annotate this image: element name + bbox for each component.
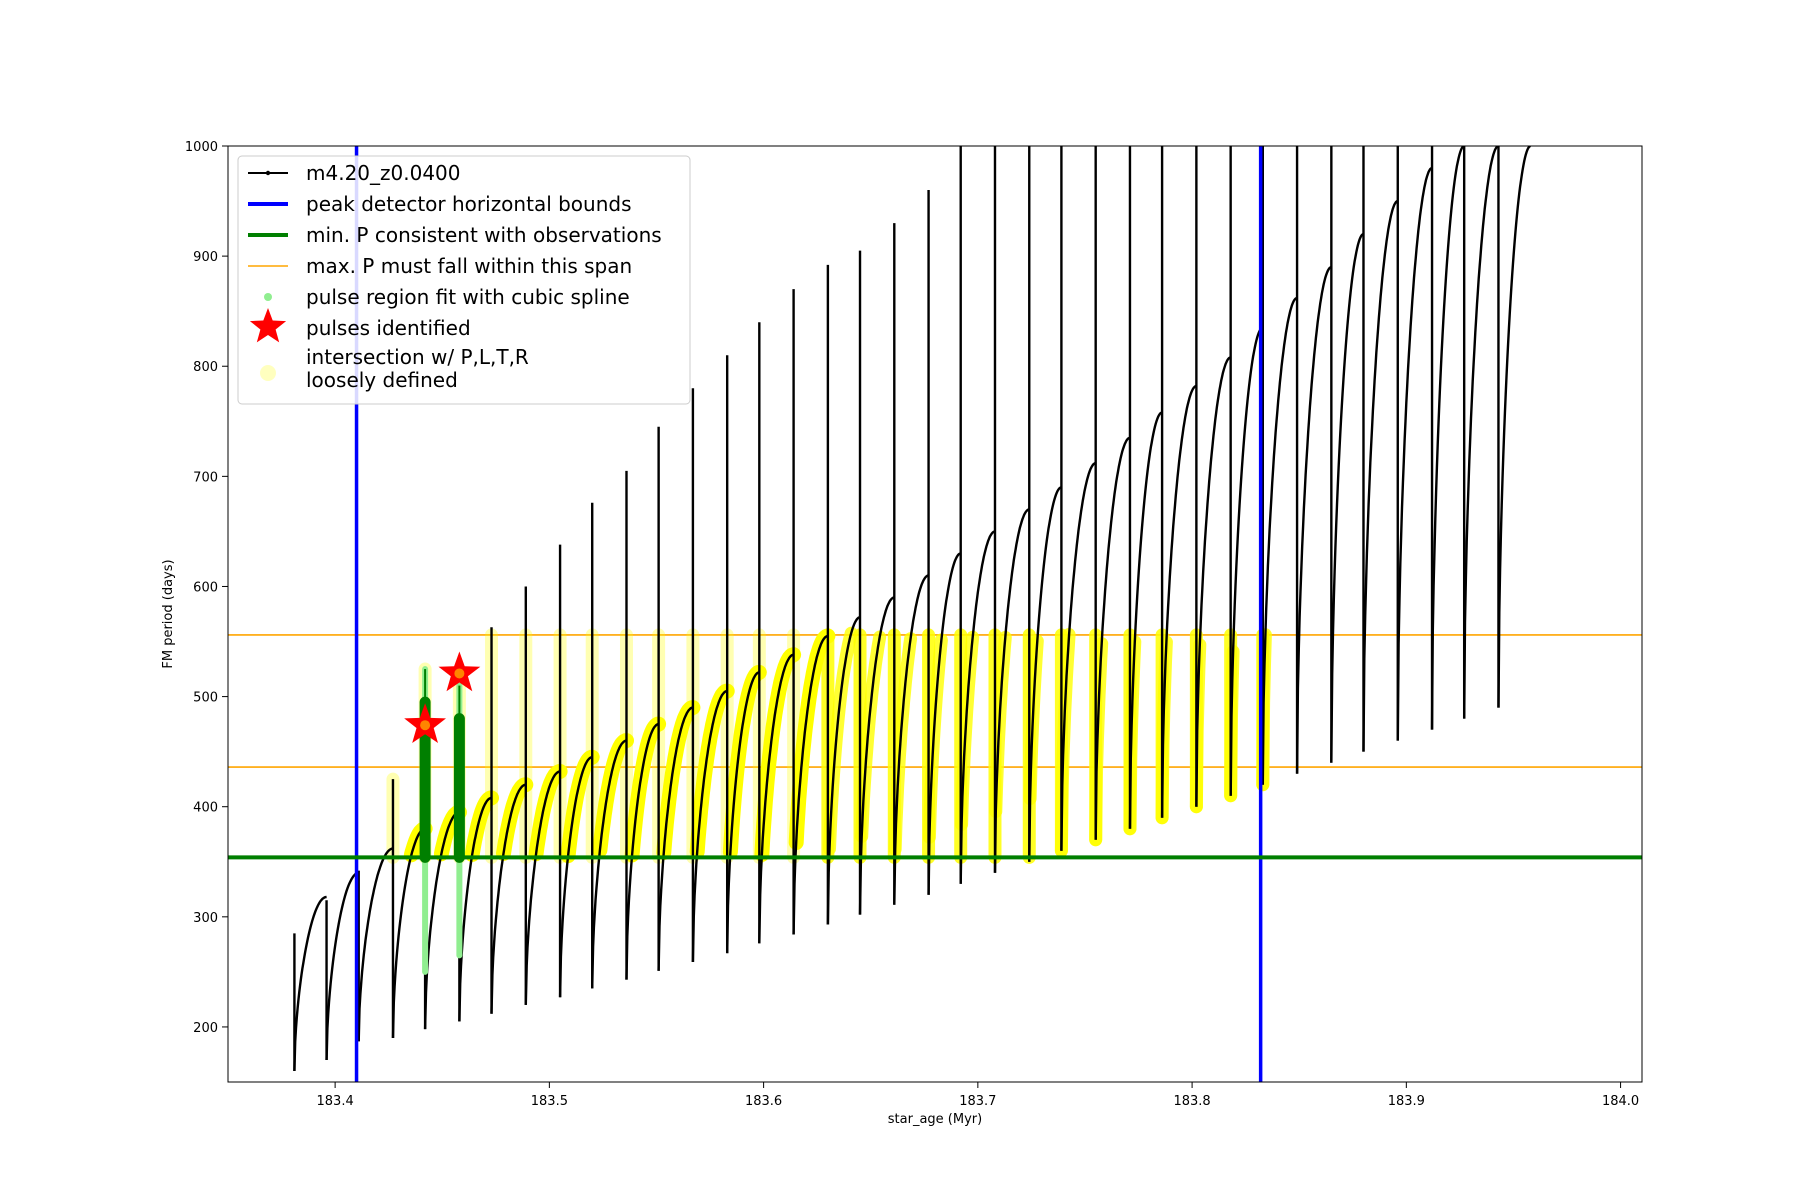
legend-label-min-period: min. P consistent with observations — [306, 223, 662, 247]
track-arc-15 — [792, 634, 829, 935]
legend: m4.20_z0.0400 peak detector horizontal b… — [237, 155, 691, 405]
plot-frame — [227, 145, 1643, 1083]
track-arc-8 — [558, 756, 593, 998]
y-tick-label-4: 600 — [193, 580, 218, 595]
y-axis-ticks: 200 300 400 500 600 700 800 900 1000 — [185, 140, 228, 1036]
x-tick-label-2: 183.6 — [745, 1094, 782, 1109]
track-arc-0 — [293, 895, 327, 1072]
y-tick-label-1: 300 — [193, 911, 218, 926]
x-tick-label-1: 183.5 — [531, 1094, 568, 1109]
x-axis-ticks: 183.4 183.5 183.6 183.7 183.8 183.9 184.0 — [317, 1082, 1639, 1109]
track-arc-31 — [1330, 232, 1364, 763]
track-arc-18 — [893, 574, 929, 905]
x-tick-label-4: 183.8 — [1173, 1094, 1210, 1109]
track-arc-24 — [1094, 436, 1131, 840]
track-arc-6 — [490, 783, 526, 1014]
track-arc-7 — [524, 770, 561, 1005]
pulse-star-center-0 — [420, 720, 431, 731]
y-tick-label-3: 500 — [193, 691, 218, 706]
legend-swatch-track-dot — [265, 170, 271, 176]
x-tick-label-0: 183.4 — [317, 1094, 354, 1109]
legend-label-intersection-line1: intersection w/ P,L,T,R — [306, 345, 529, 369]
track-arc-22 — [1028, 486, 1062, 862]
track-arc-12 — [691, 689, 728, 963]
track-arc-14 — [758, 653, 794, 944]
y-tick-label-7: 900 — [193, 250, 218, 265]
track-arc-5 — [458, 796, 492, 1022]
y-tick-label-8: 1000 — [185, 140, 218, 155]
track-arc-11 — [657, 706, 694, 971]
track-arc-19 — [927, 552, 961, 895]
track-arc-34 — [1430, 146, 1465, 730]
track-arc-36 — [1497, 146, 1531, 708]
track-arc-4 — [423, 811, 460, 1030]
track-arc-13 — [726, 671, 760, 954]
x-axis-label: star_age (Myr) — [888, 1112, 982, 1127]
track-arc-2 — [357, 847, 393, 1042]
legend-label-pulses: pulses identified — [306, 316, 471, 340]
legend-label-track: m4.20_z0.0400 — [306, 161, 461, 185]
y-tick-label-5: 700 — [193, 470, 218, 485]
legend-swatch-star — [249, 308, 287, 343]
y-axis-label: FM period (days) — [161, 559, 176, 668]
track-arc-28 — [1229, 326, 1264, 796]
model-track — [293, 146, 1531, 1072]
track-arc-21 — [993, 508, 1030, 873]
legend-label-bounds: peak detector horizontal bounds — [306, 192, 632, 216]
track-arc-20 — [959, 530, 996, 884]
track-arc-17 — [858, 596, 895, 915]
pulses-identified — [404, 651, 481, 743]
y-tick-label-2: 400 — [193, 801, 218, 816]
track-arc-29 — [1261, 296, 1298, 785]
x-tick-label-3: 183.7 — [959, 1094, 996, 1109]
track-arc-30 — [1295, 265, 1332, 774]
legend-box — [237, 155, 691, 405]
track-arc-26 — [1160, 384, 1197, 818]
legend-swatch-spline — [264, 293, 272, 301]
track-arc-25 — [1128, 411, 1163, 829]
legend-swatch-intersection — [260, 365, 276, 381]
x-tick-label-5: 183.9 — [1388, 1094, 1425, 1109]
track-arc-1 — [325, 871, 359, 1061]
legend-label-intersection-line2: loosely defined — [306, 368, 458, 392]
x-tick-label-6: 184.0 — [1602, 1094, 1639, 1109]
track-arc-32 — [1362, 199, 1399, 752]
y-tick-label-0: 200 — [193, 1021, 218, 1036]
y-tick-label-6: 800 — [193, 360, 218, 375]
legend-label-spline: pulse region fit with cubic spline — [306, 285, 630, 309]
track-arc-27 — [1195, 356, 1231, 807]
track-arc-35 — [1462, 146, 1499, 719]
track-arc-16 — [826, 616, 861, 925]
track-arc-23 — [1060, 461, 1096, 851]
track-arc-9 — [591, 739, 627, 989]
legend-label-max-span: max. P must fall within this span — [306, 254, 632, 278]
pulse-star-center-1 — [454, 668, 465, 679]
track-arc-33 — [1396, 166, 1433, 741]
